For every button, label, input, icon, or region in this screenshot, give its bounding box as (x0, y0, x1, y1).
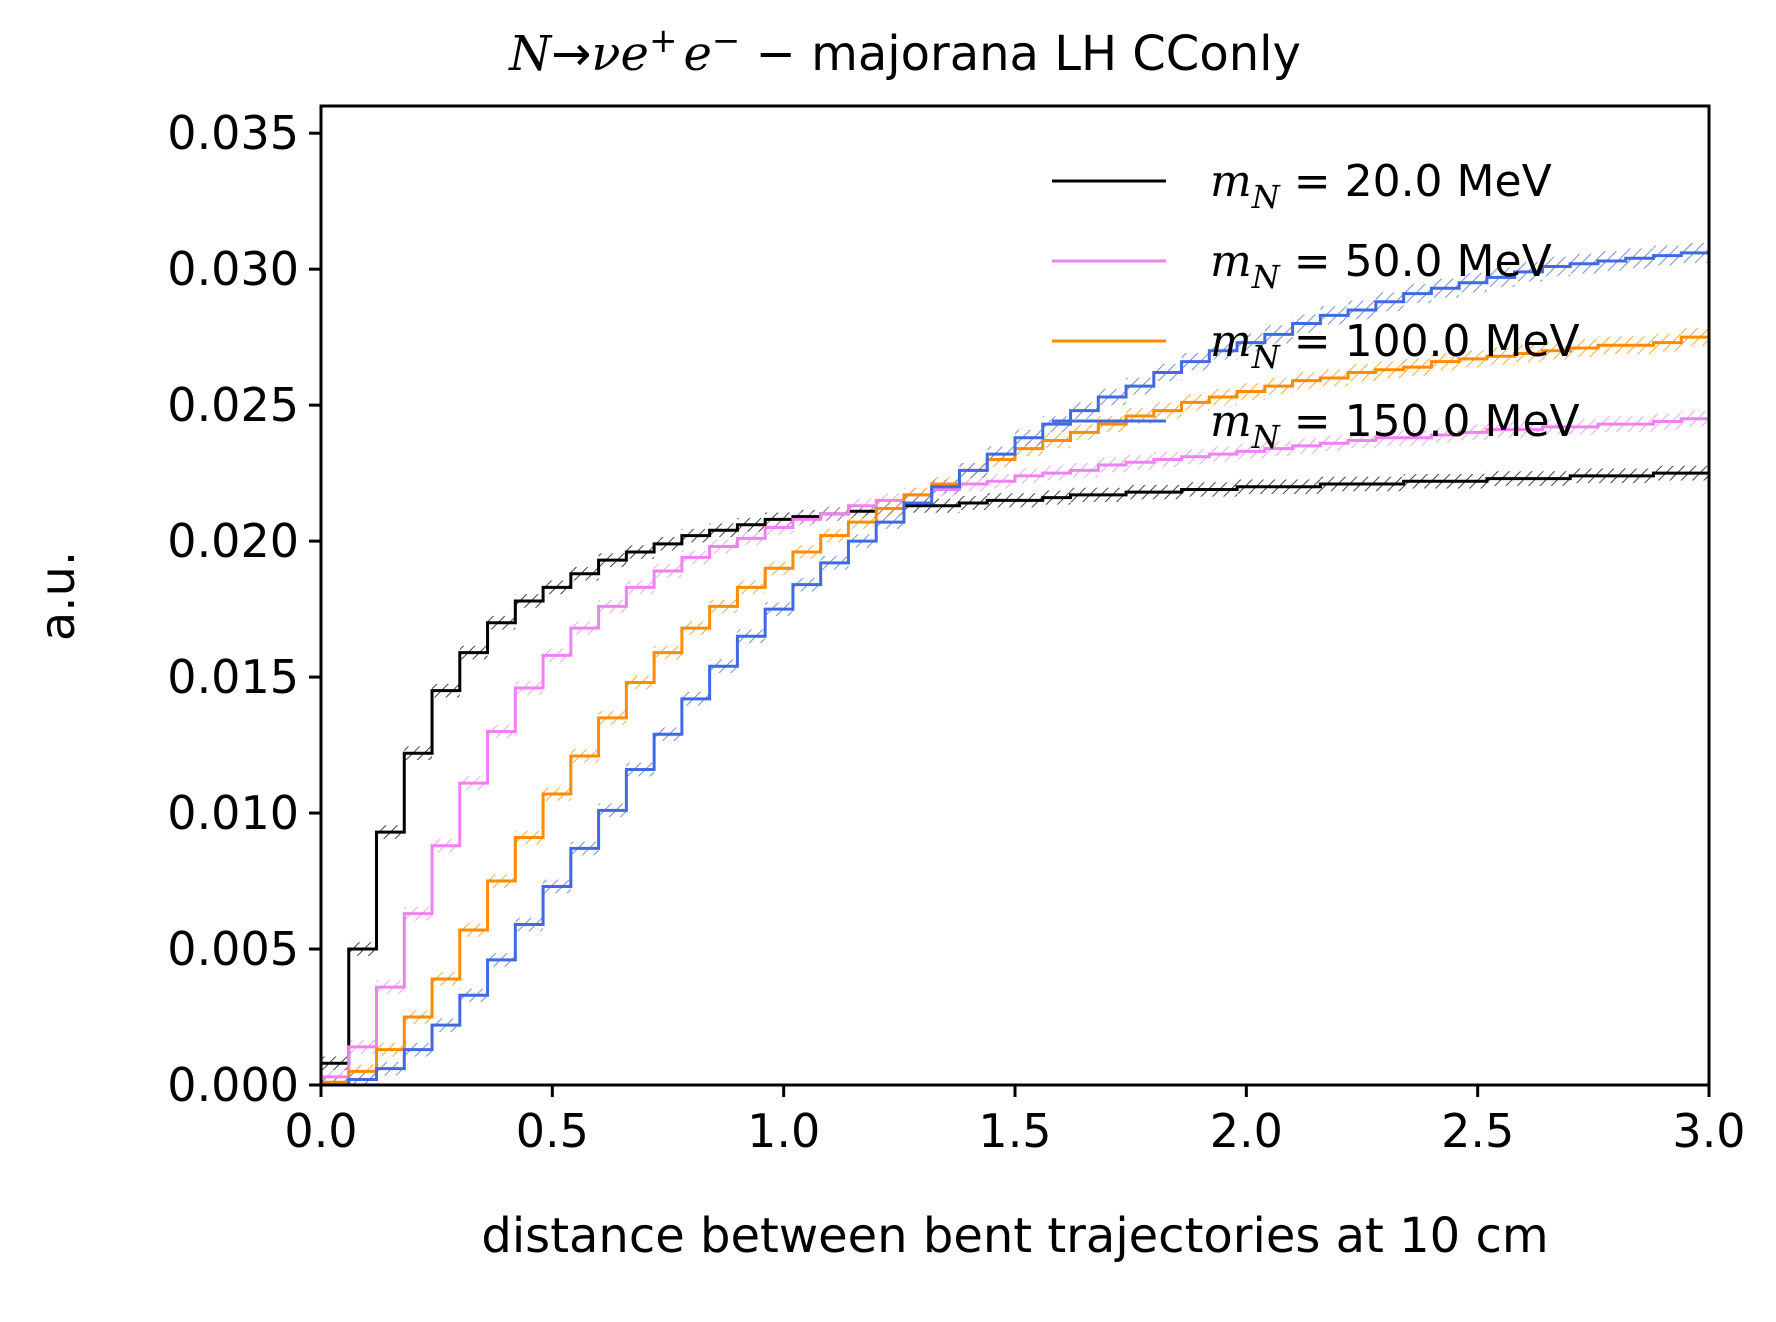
x-tick-label: 3.0 (1672, 1104, 1745, 1158)
legend-label-3: mN = 150.0 MeV (1210, 396, 1580, 456)
y-tick-label: 0.015 (167, 650, 299, 704)
x-axis-label: distance between bent trajectories at 10… (481, 1208, 1548, 1264)
series-line-1 (319, 417, 1709, 1085)
legend: mN = 20.0 MeV mN = 50.0 MeV mN = 100.0 MeV… (1052, 156, 1580, 456)
y-axis-ticks: 0.000 0.005 0.010 0.015 0.020 0.025 0.030 0.035 (167, 106, 321, 1112)
y-tick-label: 0.010 (167, 786, 299, 840)
y-tick-label: 0.005 (167, 922, 299, 976)
series-lines (319, 251, 1709, 1087)
uncertainty-bands (321, 242, 1709, 1086)
x-tick-label: 2.5 (1441, 1104, 1514, 1158)
x-axis-ticks: 0.0 0.5 1.0 1.5 2.0 2.5 3.0 (284, 1085, 1746, 1158)
chart-title: N→νe+ e− − majorana LH CConly (508, 21, 1301, 82)
x-tick-label: 0.5 (516, 1104, 589, 1158)
y-tick-label: 0.020 (167, 514, 299, 568)
series-line-0 (319, 471, 1709, 1085)
x-tick-label: 2.0 (1210, 1104, 1283, 1158)
series-line-3 (321, 251, 1709, 1087)
y-axis-label: a.u. (30, 551, 86, 641)
legend-label-1: mN = 50.0 MeV (1210, 236, 1552, 296)
uncertainty-band-3 (321, 242, 1709, 1085)
legend-label-0: mN = 20.0 MeV (1210, 156, 1552, 216)
series-line-2 (319, 335, 1709, 1085)
y-tick-label: 0.030 (167, 242, 299, 296)
legend-label-2: mN = 100.0 MeV (1210, 316, 1580, 376)
y-tick-label: 0.035 (167, 106, 299, 160)
uncertainty-band-1 (321, 410, 1709, 1084)
x-tick-label: 1.5 (978, 1104, 1051, 1158)
y-tick-label: 0.000 (167, 1058, 299, 1112)
x-tick-label: 0.0 (284, 1104, 357, 1158)
uncertainty-band-0 (321, 465, 1709, 1071)
y-tick-label: 0.025 (167, 378, 299, 432)
x-tick-label: 1.0 (747, 1104, 820, 1158)
